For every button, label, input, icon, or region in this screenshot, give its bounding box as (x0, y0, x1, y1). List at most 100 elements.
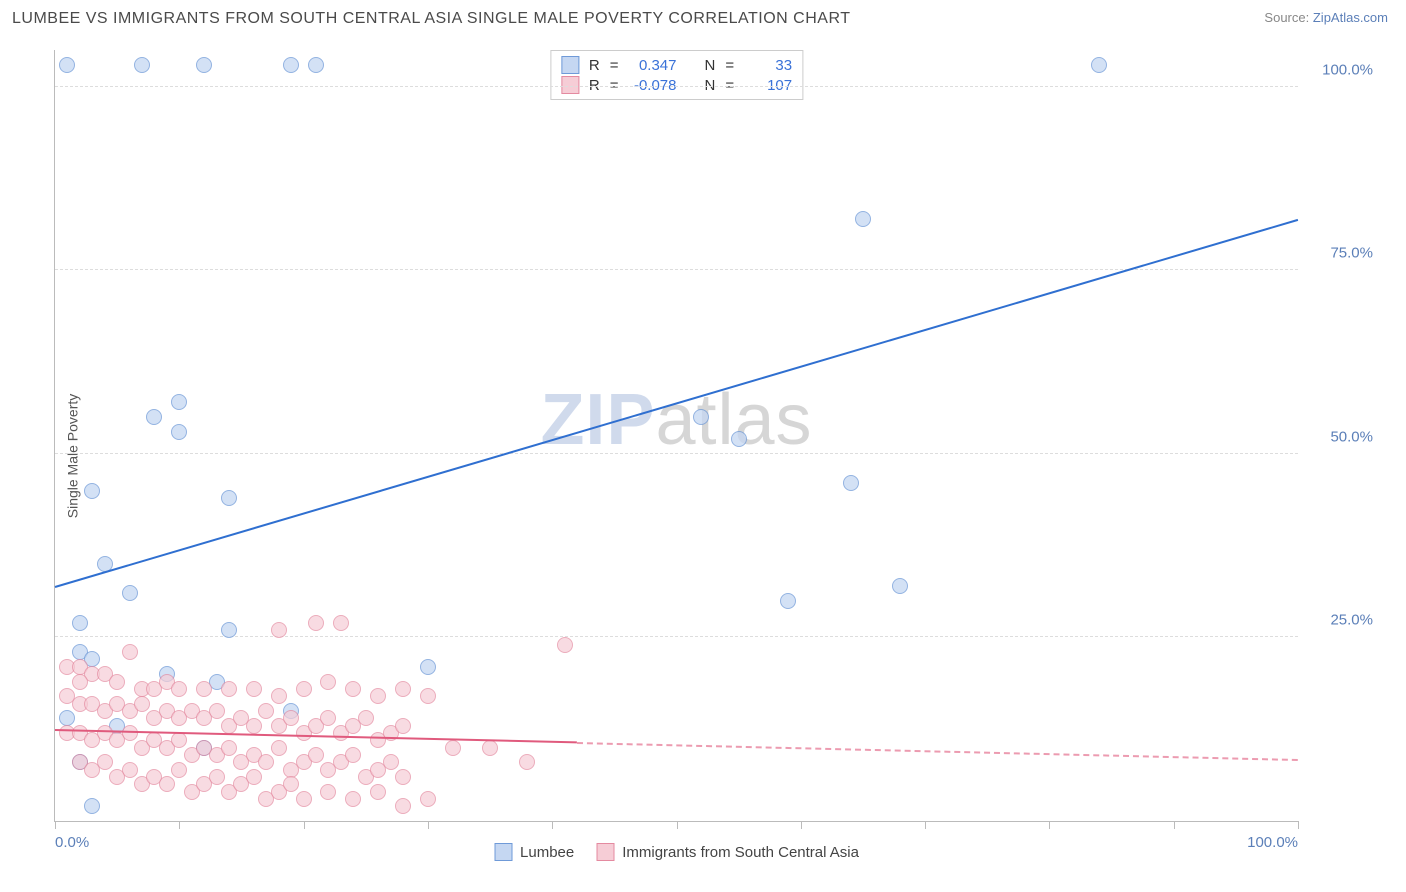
x-tick (304, 821, 305, 829)
source-link[interactable]: ZipAtlas.com (1313, 10, 1388, 25)
data-point (171, 762, 187, 778)
data-point (271, 740, 287, 756)
data-point (395, 681, 411, 697)
data-point (420, 659, 436, 675)
data-point (308, 747, 324, 763)
data-point (395, 769, 411, 785)
data-point (892, 578, 908, 594)
data-point (209, 769, 225, 785)
legend-label-series1: Lumbee (520, 844, 574, 861)
data-point (283, 776, 299, 792)
data-point (59, 57, 75, 73)
data-point (84, 483, 100, 499)
data-point (855, 211, 871, 227)
x-tick (677, 821, 678, 829)
stats-row-series1: R = 0.347 N = 33 (561, 55, 792, 75)
data-point (395, 718, 411, 734)
data-point (283, 710, 299, 726)
data-point (296, 791, 312, 807)
data-point (221, 681, 237, 697)
y-tick-label: 75.0% (1308, 245, 1373, 262)
data-point (731, 431, 747, 447)
swatch-series1 (561, 56, 579, 74)
r-value-series1: 0.347 (629, 57, 677, 74)
data-point (693, 409, 709, 425)
x-tick (179, 821, 180, 829)
x-tick (552, 821, 553, 829)
legend: Lumbee Immigrants from South Central Asi… (494, 843, 859, 861)
data-point (395, 798, 411, 814)
data-point (221, 622, 237, 638)
x-tick (925, 821, 926, 829)
data-point (109, 674, 125, 690)
data-point (196, 57, 212, 73)
data-point (258, 703, 274, 719)
data-point (122, 585, 138, 601)
legend-item-series1: Lumbee (494, 843, 574, 861)
data-point (221, 740, 237, 756)
data-point (97, 754, 113, 770)
data-point (345, 791, 361, 807)
y-tick-label: 50.0% (1308, 428, 1373, 445)
data-point (122, 644, 138, 660)
data-point (557, 637, 573, 653)
data-point (159, 776, 175, 792)
data-point (308, 615, 324, 631)
data-point (420, 791, 436, 807)
chart-container: Single Male Poverty ZIPatlas R = 0.347 N… (12, 40, 1388, 872)
data-point (1091, 57, 1107, 73)
data-point (146, 409, 162, 425)
data-point (320, 674, 336, 690)
data-point (358, 710, 374, 726)
x-tick-label: 100.0% (1247, 834, 1298, 851)
n-value-series1: 33 (744, 57, 792, 74)
data-point (171, 732, 187, 748)
data-point (320, 784, 336, 800)
data-point (345, 747, 361, 763)
data-point (780, 593, 796, 609)
legend-swatch-series2 (596, 843, 614, 861)
data-point (196, 681, 212, 697)
legend-label-series2: Immigrants from South Central Asia (622, 844, 859, 861)
source-attribution: Source: ZipAtlas.com (1264, 10, 1388, 25)
data-point (370, 784, 386, 800)
watermark: ZIPatlas (540, 379, 812, 461)
x-tick (1049, 821, 1050, 829)
data-point (258, 754, 274, 770)
data-point (320, 710, 336, 726)
stat-eq: = (610, 57, 619, 74)
x-tick (1174, 821, 1175, 829)
data-point (308, 57, 324, 73)
data-point (246, 769, 262, 785)
data-point (333, 615, 349, 631)
data-point (134, 57, 150, 73)
stat-label-r: R (589, 57, 600, 74)
x-tick (428, 821, 429, 829)
data-point (209, 703, 225, 719)
data-point (72, 615, 88, 631)
legend-swatch-series1 (494, 843, 512, 861)
data-point (420, 688, 436, 704)
data-point (383, 754, 399, 770)
gridline (55, 636, 1298, 637)
data-point (171, 394, 187, 410)
y-tick-label: 25.0% (1308, 612, 1373, 629)
data-point (370, 688, 386, 704)
gridline (55, 86, 1298, 87)
data-point (122, 762, 138, 778)
watermark-zip: ZIP (540, 380, 655, 460)
data-point (482, 740, 498, 756)
data-point (345, 681, 361, 697)
data-point (283, 57, 299, 73)
correlation-stats-box: R = 0.347 N = 33 R = -0.078 N = 107 (550, 50, 803, 100)
plot-area: ZIPatlas R = 0.347 N = 33 R = -0.078 N = (54, 50, 1298, 822)
data-point (445, 740, 461, 756)
data-point (59, 710, 75, 726)
watermark-atlas: atlas (655, 380, 812, 460)
data-point (221, 490, 237, 506)
source-label: Source: (1264, 10, 1309, 25)
data-point (246, 718, 262, 734)
data-point (296, 681, 312, 697)
data-point (246, 681, 262, 697)
data-point (271, 622, 287, 638)
